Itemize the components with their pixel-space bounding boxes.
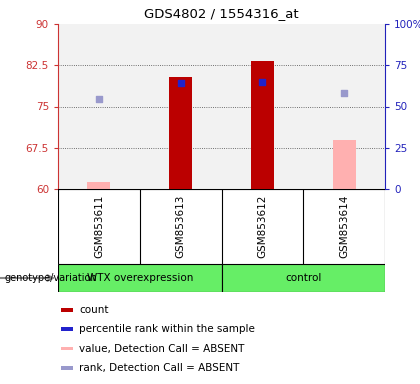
- Text: percentile rank within the sample: percentile rank within the sample: [79, 324, 255, 334]
- Point: [95, 96, 102, 103]
- Point: [177, 80, 184, 86]
- Bar: [61, 347, 73, 350]
- Bar: [251, 61, 274, 189]
- Bar: [61, 308, 73, 311]
- Text: WTX overexpression: WTX overexpression: [87, 273, 193, 283]
- Text: GSM853611: GSM853611: [94, 195, 104, 258]
- Text: count: count: [79, 305, 109, 315]
- Point: [341, 90, 347, 96]
- Bar: [333, 139, 356, 189]
- Bar: [169, 77, 192, 189]
- Title: GDS4802 / 1554316_at: GDS4802 / 1554316_at: [144, 7, 299, 20]
- Text: control: control: [285, 273, 321, 283]
- Text: genotype/variation: genotype/variation: [4, 273, 97, 283]
- Text: GSM853614: GSM853614: [339, 195, 349, 258]
- Text: GSM853613: GSM853613: [176, 195, 186, 258]
- Text: value, Detection Call = ABSENT: value, Detection Call = ABSENT: [79, 344, 244, 354]
- Point: [259, 79, 266, 85]
- Bar: [87, 182, 110, 189]
- Bar: [61, 328, 73, 331]
- Bar: [58, 264, 221, 292]
- Bar: [221, 264, 385, 292]
- Text: GSM853612: GSM853612: [257, 195, 268, 258]
- Text: rank, Detection Call = ABSENT: rank, Detection Call = ABSENT: [79, 363, 240, 373]
- Bar: [61, 366, 73, 370]
